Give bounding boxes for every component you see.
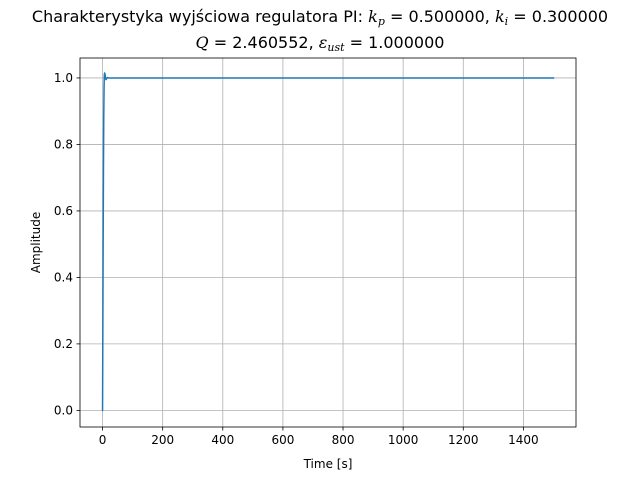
x-tick-label: 600	[271, 433, 294, 447]
y-axis: 0.0 0.2 0.4 0.6 0.8 1.0	[54, 71, 80, 417]
x-tick-label: 1000	[388, 433, 419, 447]
chart-title-line-1: Charakterystyka wyjściowa regulatora PI:…	[31, 7, 609, 28]
plot-frame	[79, 57, 577, 428]
x-tick-label: 400	[211, 433, 234, 447]
x-tick-label: 800	[332, 433, 355, 447]
y-tick-label: 0.8	[54, 137, 73, 151]
x-tick-label: 200	[151, 433, 174, 447]
y-tick-label: 0.4	[54, 270, 73, 284]
y-tick-label: 0.6	[54, 204, 73, 218]
y-tick-label: 1.0	[54, 71, 73, 85]
x-axis-label: Time [s]	[303, 457, 353, 471]
x-tick-label: 1200	[448, 433, 479, 447]
grid-lines	[80, 58, 576, 427]
x-axis: 0 200 400 600 800 1000 1200 1400	[99, 427, 539, 447]
series-line	[101, 72, 555, 412]
y-tick-label: 0.0	[54, 403, 73, 417]
x-tick-label: 1400	[508, 433, 539, 447]
chart-title-line-2: Q = 2.460552, εust = 1.000000	[195, 33, 445, 54]
series-layer	[101, 72, 555, 412]
y-axis-label: Amplitude	[29, 212, 43, 274]
y-tick-label: 0.2	[54, 337, 73, 351]
x-tick-label: 0	[99, 433, 107, 447]
